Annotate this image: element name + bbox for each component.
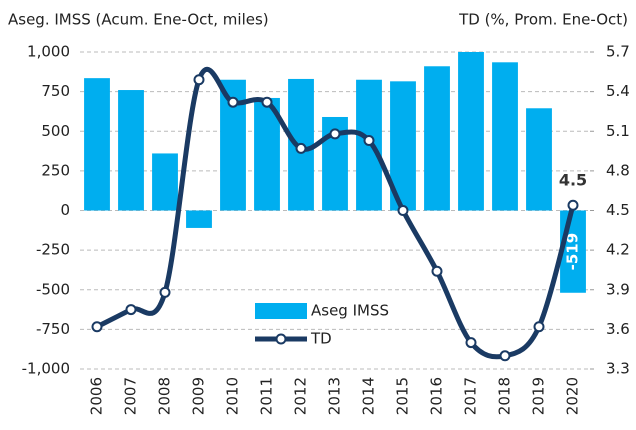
x-tick-label: 2006 [88,377,106,415]
y-tick-label: 1,000 [27,43,70,61]
legend-label: TD [310,330,332,348]
y-tick-label: -1,000 [22,360,70,378]
y2-tick-label: 5.1 [606,122,630,140]
line-point [261,96,273,108]
line-point [159,286,171,298]
line-point [567,199,579,211]
x-tick-label: 2007 [122,377,140,415]
line-point [329,128,341,140]
line-point [125,304,137,316]
bar [424,66,450,211]
x-tick-label: 2009 [190,377,208,415]
line-point [227,96,239,108]
y-axis-label: Aseg. IMSS (Acum. Ene-Oct, miles) [8,11,269,29]
x-tick-label: 2019 [530,377,548,415]
y2-tick-label: 4.5 [606,201,630,219]
x-tick-label: 2013 [326,377,344,415]
bar-value-label: -519 [564,233,582,271]
line-point [91,321,103,333]
line-point [363,134,375,146]
line-point [533,321,545,333]
y-tick-label: -750 [36,320,70,338]
bar [492,62,518,211]
y2-tick-label: 3.6 [606,320,630,338]
y2-tick-label: 4.2 [606,241,630,259]
bar [118,90,144,211]
x-tick-label: 2018 [496,377,514,415]
y-tick-label: -250 [36,241,70,259]
x-tick-label: 2014 [360,377,378,415]
x-tick-label: 2016 [428,377,446,415]
legend-swatch [255,303,307,319]
line-point [499,350,511,362]
legend-swatch [275,333,287,345]
legend-label: Aseg IMSS [311,302,389,320]
y-tick-label: 500 [41,122,70,140]
y2-tick-label: 3.9 [606,280,630,298]
y-tick-label: -500 [36,280,70,298]
x-tick-label: 2015 [394,377,412,415]
x-tick-label: 2011 [258,377,276,415]
line-point [193,74,205,86]
x-tick-label: 2010 [224,377,242,415]
x-tick-label: 2020 [564,377,582,415]
line-point [465,337,477,349]
line-point [397,205,409,216]
y2-tick-label: 4.8 [606,161,630,179]
y2-tick-label: 5.7 [606,43,630,61]
bar [458,52,484,211]
bar [186,210,212,228]
y2-axis-label: TD (%, Prom. Ene-Oct) [458,11,628,29]
x-tick-label: 2017 [462,377,480,415]
bar [526,108,552,211]
bar [152,153,178,211]
y-tick-label: 750 [41,82,70,100]
y-tick-label: 250 [41,161,70,179]
x-tick-label: 2012 [292,377,310,415]
bar [560,210,586,293]
x-tick-label: 2008 [156,377,174,415]
y2-tick-label: 3.3 [606,360,630,378]
line-value-label: 4.5 [559,171,587,190]
line-point [295,142,307,154]
y2-tick-label: 5.4 [606,82,630,100]
bar [84,78,110,211]
line-point [431,265,443,277]
y-tick-label: 0 [60,201,70,219]
